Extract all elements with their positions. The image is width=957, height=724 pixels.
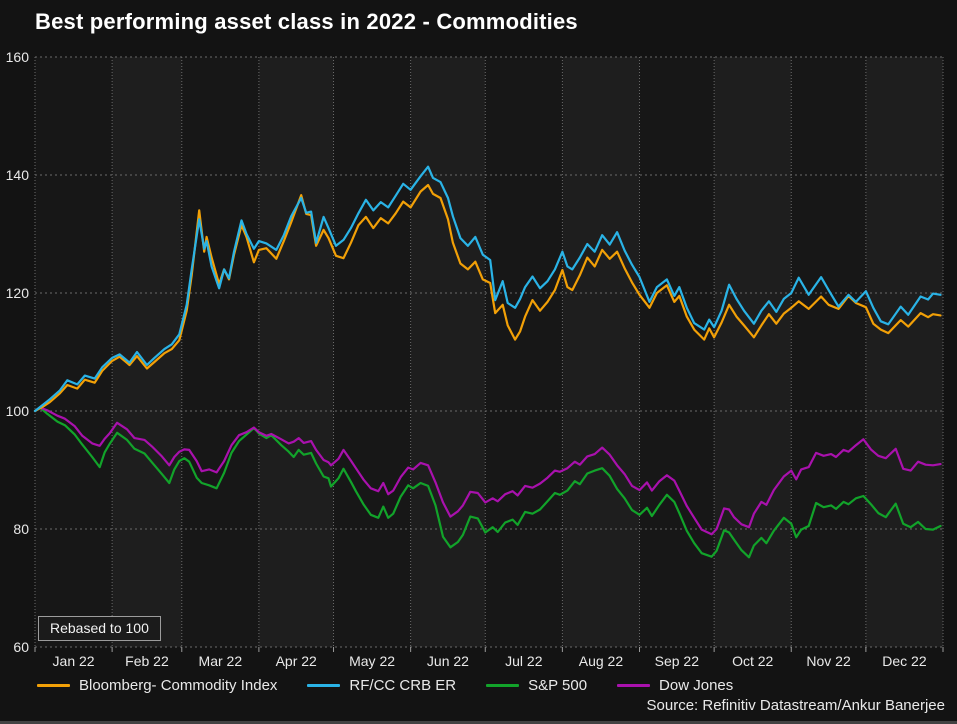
series-line-2	[33, 406, 942, 559]
series-line-3	[33, 406, 942, 536]
green-line-swatch-icon	[486, 684, 520, 687]
month-band	[333, 57, 411, 647]
y-axis-tick-label: 60	[13, 639, 29, 655]
rebased-annotation: Rebased to 100	[38, 616, 161, 641]
legend-item-sp500: S&P 500	[486, 677, 587, 694]
y-axis-tick-label: 100	[6, 403, 30, 419]
purple-line-swatch-icon	[617, 684, 651, 687]
source-attribution: Source: Refinitiv Datastream/Ankur Baner…	[646, 697, 945, 714]
y-axis-tick-label: 160	[6, 49, 30, 65]
legend-label: Bloomberg- Commodity Index	[79, 677, 278, 694]
month-band	[485, 57, 563, 647]
bottom-border	[0, 721, 957, 724]
x-axis-tick-label: Jul 22	[505, 653, 543, 669]
legend-item-crb: RF/CC CRB ER	[307, 677, 456, 694]
legend-item-dow-jones: Dow Jones	[617, 677, 733, 694]
x-axis-tick-label: Aug 22	[579, 653, 624, 669]
x-axis-tick-label: Jan 22	[53, 653, 95, 669]
x-axis-tick-label: Feb 22	[125, 653, 169, 669]
x-axis-tick-label: Apr 22	[276, 653, 317, 669]
x-axis-tick-label: Sep 22	[655, 653, 700, 669]
month-band	[258, 57, 334, 647]
x-axis-tick-label: Nov 22	[806, 653, 851, 669]
x-axis-tick-label: Mar 22	[199, 653, 243, 669]
legend-label: S&P 500	[528, 677, 588, 694]
month-band	[35, 57, 113, 647]
x-axis-tick-label: Dec 22	[882, 653, 927, 669]
y-axis-tick-label: 140	[6, 167, 30, 183]
month-band	[791, 57, 866, 647]
x-axis-tick-label: Oct 22	[732, 653, 773, 669]
month-band	[865, 57, 943, 647]
month-band	[714, 57, 792, 647]
y-axis-tick-label: 120	[6, 285, 30, 301]
month-band	[181, 57, 259, 647]
x-axis-tick-label: May 22	[349, 653, 395, 669]
legend-label: Dow Jones	[659, 677, 734, 694]
series-line-1	[33, 165, 942, 413]
month-band	[410, 57, 486, 647]
x-axis-tick-label: Jun 22	[427, 653, 469, 669]
legend: Bloomberg- Commodity Index RF/CC CRB ER …	[37, 677, 733, 694]
orange-line-swatch-icon	[37, 684, 70, 687]
legend-label: RF/CC CRB ER	[349, 677, 457, 694]
cyan-line-swatch-icon	[307, 684, 341, 687]
legend-item-bloomberg-commodity: Bloomberg- Commodity Index	[37, 677, 277, 694]
month-band	[639, 57, 715, 647]
month-band	[562, 57, 640, 647]
y-axis-tick-label: 80	[13, 521, 29, 537]
chart-title: Best performing asset class in 2022 - Co…	[35, 9, 578, 34]
month-band	[112, 57, 182, 647]
